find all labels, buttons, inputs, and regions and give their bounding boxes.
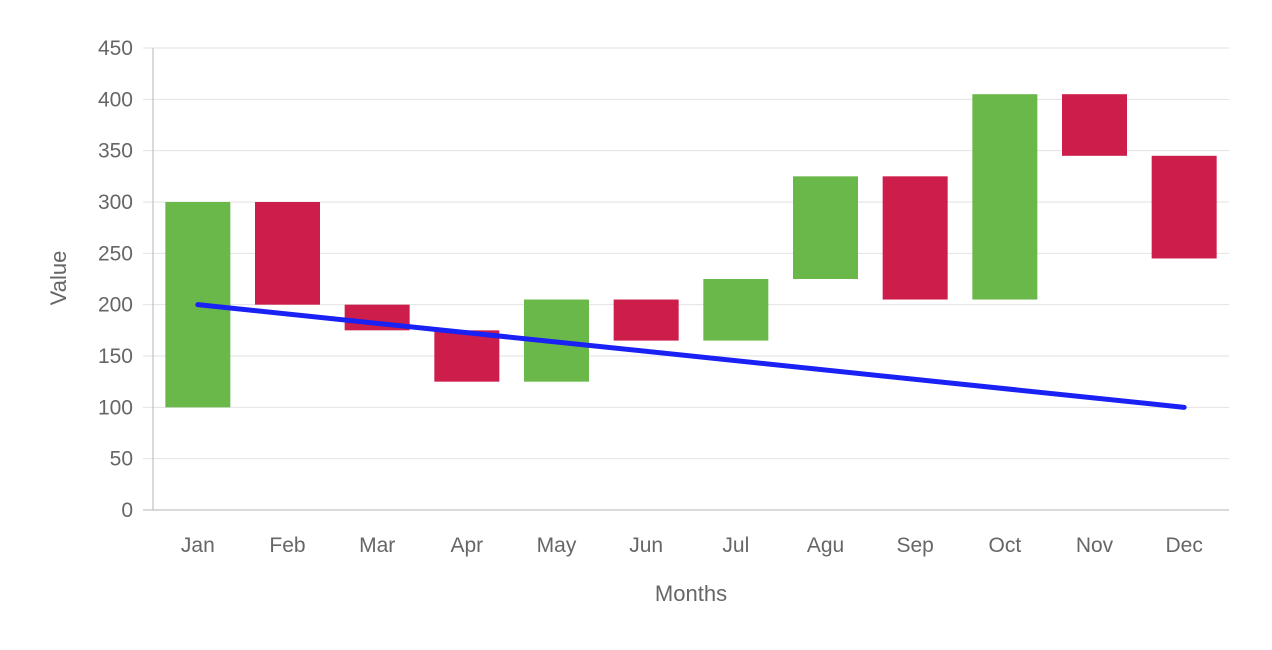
x-tick-label: Jun (629, 534, 663, 557)
trend-line-layer (195, 302, 1187, 410)
y-tick-label: 350 (98, 140, 133, 163)
x-tick-label: Dec (1165, 534, 1202, 557)
bar-oct (972, 94, 1038, 300)
x-axis-title: Months (655, 581, 727, 606)
y-tick-label: 300 (98, 191, 133, 214)
y-tick-label: 0 (121, 499, 133, 522)
trend-line (195, 302, 1187, 410)
bar-apr (434, 330, 500, 382)
y-tick-label: 450 (98, 37, 133, 60)
y-tick-label: 250 (98, 242, 133, 265)
grid-lines (143, 47, 1229, 460)
x-tick-label: Sep (896, 534, 933, 557)
bar-feb (255, 202, 320, 305)
bar-dec (1151, 155, 1217, 259)
x-tick-label: Jul (722, 534, 749, 557)
axes (143, 48, 1229, 511)
y-tick-label: 50 (110, 448, 133, 471)
x-tick-label: Jan (181, 534, 215, 557)
x-tick-labels: Jan Feb Mar Apr May Jun Jul Agu Sep Oct Nov Dec (181, 534, 1203, 557)
x-tick-label: Apr (450, 534, 483, 557)
y-tick-label: 400 (98, 88, 133, 111)
x-tick-label: Mar (359, 534, 395, 557)
y-tick-labels: 0 50 100 150 200 250 300 350 400 450 (98, 37, 133, 522)
bar-nov (1062, 94, 1127, 156)
x-tick-label: Oct (988, 534, 1021, 557)
bar-agu (793, 176, 858, 279)
x-tick-label: Feb (269, 534, 305, 557)
bar-jun (613, 299, 679, 341)
bars (165, 94, 1217, 408)
bar-jul (703, 279, 769, 341)
x-tick-label: May (537, 534, 577, 557)
bar-sep (882, 176, 948, 300)
x-tick-label: Nov (1076, 534, 1114, 557)
y-tick-label: 200 (98, 294, 133, 317)
x-tick-label: Agu (807, 534, 844, 557)
y-tick-label: 100 (98, 396, 133, 419)
y-tick-label: 150 (98, 345, 133, 368)
y-axis-title: Value (46, 251, 71, 306)
